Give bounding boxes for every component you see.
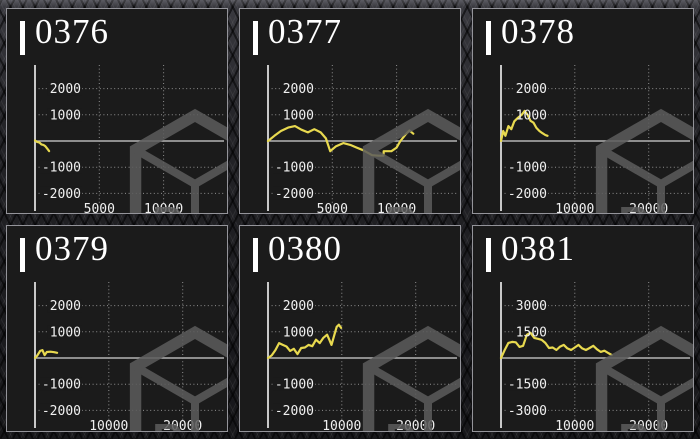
- x-tick-label: 10000: [555, 202, 594, 214]
- tick-label-backdrop: [505, 377, 548, 391]
- y-tick-label: -2000: [275, 187, 314, 202]
- y-tick-label: 1000: [283, 325, 314, 340]
- y-tick-label: 2000: [283, 299, 314, 314]
- tick-label-backdrop: [513, 82, 548, 96]
- machine-number: 0377: [268, 12, 342, 51]
- x-tick-label: 10000: [144, 202, 183, 214]
- tick-label-backdrop: [505, 186, 548, 200]
- y-tick-label: -2000: [42, 404, 81, 419]
- x-tick-label: 20000: [396, 419, 435, 432]
- y-tick-label: 1000: [283, 108, 314, 123]
- tick-label-backdrop: [272, 377, 315, 391]
- machine-number: 0380: [268, 229, 342, 268]
- title-accent-bar: [486, 21, 491, 55]
- tick-label-backdrop: [47, 108, 82, 122]
- tick-label-backdrop: [505, 160, 548, 174]
- balance-chart: 2000 1000 -1000 -2000 10000 20000: [33, 282, 224, 432]
- tick-label-backdrop: [513, 299, 548, 313]
- y-tick-label: -2000: [275, 404, 314, 419]
- tick-label-backdrop: [280, 325, 315, 339]
- x-tick-label: 10000: [322, 419, 361, 432]
- y-tick-label: -2000: [508, 187, 547, 202]
- x-tick-label: 10000: [377, 202, 416, 214]
- tick-label-backdrop: [39, 186, 82, 200]
- x-tick-label: 20000: [163, 419, 202, 432]
- balance-chart: 3000 1500 -1500 -3000 10000 20000: [499, 282, 690, 432]
- y-tick-label: 1500: [516, 325, 547, 340]
- y-tick-label: 1000: [50, 108, 81, 123]
- y-tick-label: 1000: [516, 108, 547, 123]
- tick-label-backdrop: [280, 82, 315, 96]
- payout-balance-line: [266, 323, 343, 360]
- title-accent-bar: [486, 238, 491, 272]
- title-accent-bar: [20, 238, 25, 272]
- x-tick-label: 10000: [89, 419, 128, 432]
- balance-chart: 2000 1000 -1000 -2000 10000 20000: [266, 282, 457, 432]
- tick-label-backdrop: [47, 299, 82, 313]
- y-tick-label: -1000: [42, 378, 81, 393]
- x-tick-label: 20000: [629, 419, 668, 432]
- y-tick-label: 2000: [50, 82, 81, 97]
- title-accent-bar: [20, 21, 25, 55]
- machine-number: 0376: [35, 12, 109, 51]
- tick-label-backdrop: [47, 325, 82, 339]
- payout-balance-line: [33, 139, 51, 153]
- y-tick-label: -1000: [42, 161, 81, 176]
- tick-label-backdrop: [39, 160, 82, 174]
- tick-label-backdrop: [272, 160, 315, 174]
- y-tick-label: -1500: [508, 378, 547, 393]
- x-tick-label: 20000: [629, 202, 668, 214]
- tick-label-backdrop: [505, 403, 548, 417]
- machine-number: 0378: [501, 12, 575, 51]
- payout-balance-line: [499, 109, 549, 143]
- tick-label-backdrop: [513, 108, 548, 122]
- y-tick-label: -1000: [275, 378, 314, 393]
- y-tick-label: 1000: [50, 325, 81, 340]
- tick-label-backdrop: [272, 186, 315, 200]
- title-accent-bar: [253, 21, 258, 55]
- payout-balance-line: [33, 348, 59, 360]
- y-tick-label: 3000: [516, 299, 547, 314]
- y-tick-label: -1000: [275, 161, 314, 176]
- y-tick-label: -2000: [42, 187, 81, 202]
- y-tick-label: 2000: [283, 82, 314, 97]
- machine-number: 0379: [35, 229, 109, 268]
- title-accent-bar: [253, 238, 258, 272]
- y-tick-label: -1000: [508, 161, 547, 176]
- tick-label-backdrop: [272, 403, 315, 417]
- machine-number: 0381: [501, 229, 575, 268]
- payout-balance-line: [499, 331, 613, 360]
- x-tick-label: 5000: [317, 202, 348, 214]
- tick-label-backdrop: [47, 82, 82, 96]
- x-tick-label: 10000: [555, 419, 594, 432]
- y-tick-label: 2000: [50, 299, 81, 314]
- y-tick-label: -3000: [508, 404, 547, 419]
- tick-label-backdrop: [39, 377, 82, 391]
- tick-label-backdrop: [280, 299, 315, 313]
- x-tick-label: 5000: [84, 202, 115, 214]
- tick-label-backdrop: [280, 108, 315, 122]
- tick-label-backdrop: [39, 403, 82, 417]
- balance-chart: 2000 1000 -1000 -2000 10000 20000: [499, 65, 690, 214]
- y-tick-label: 2000: [516, 82, 547, 97]
